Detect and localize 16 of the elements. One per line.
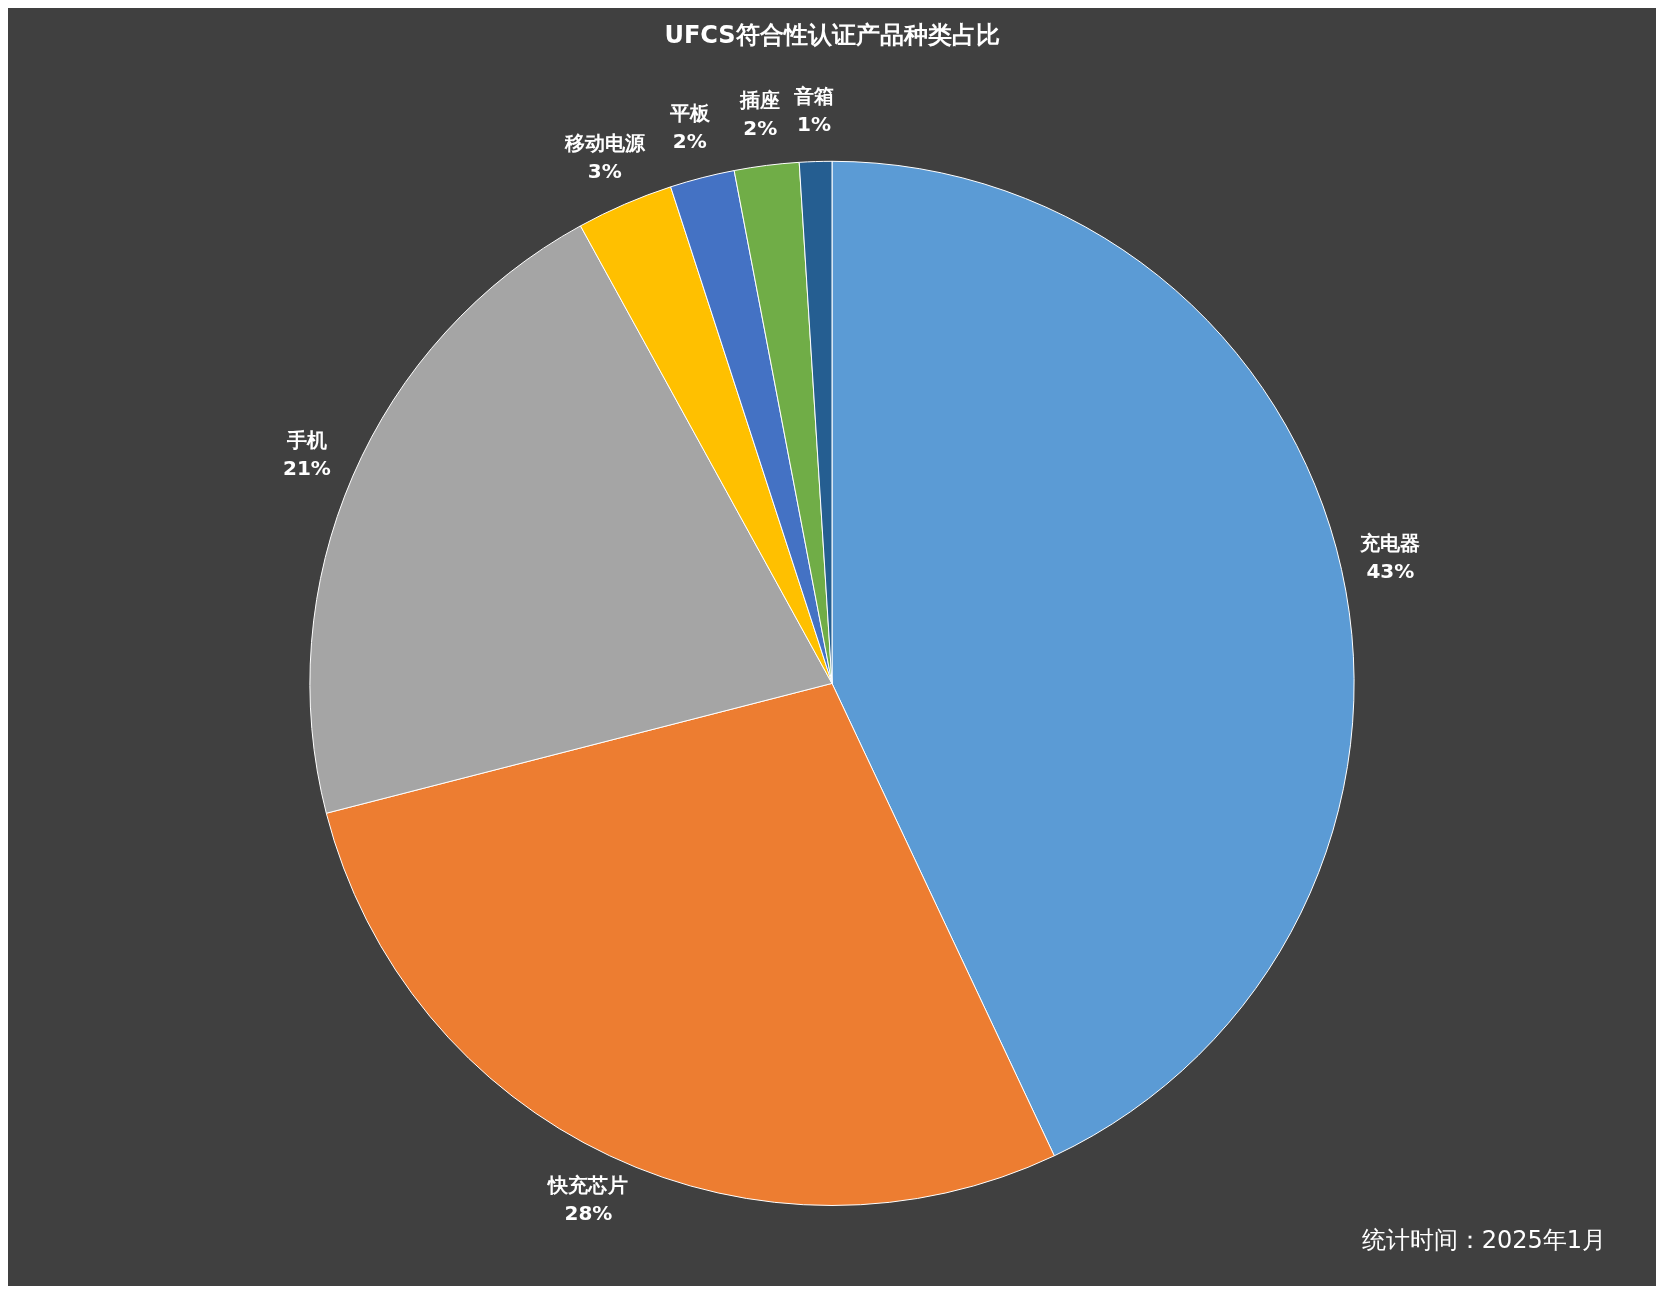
- slice-label: 平板: [668, 101, 711, 126]
- slice-label: 充电器: [1359, 530, 1421, 555]
- chart-title: UFCS符合性认证产品种类占比: [664, 20, 1000, 49]
- slice-label: 手机: [285, 428, 327, 453]
- data-label: 1%: [797, 111, 832, 136]
- slice-label: 音箱: [793, 83, 835, 108]
- data-label: 2%: [672, 129, 707, 154]
- data-label: 3%: [587, 158, 622, 183]
- slice-label: 插座: [739, 88, 781, 113]
- text: 统计时间：2025年1月: [1361, 1225, 1606, 1256]
- data-label: 43%: [1366, 558, 1415, 583]
- data-label: 2%: [743, 116, 778, 141]
- data-label: 28%: [564, 1201, 613, 1226]
- data-label: 21%: [283, 456, 331, 481]
- slice-label: 快充芯片: [546, 1173, 629, 1198]
- slice-label: 移动电源: [563, 130, 646, 155]
